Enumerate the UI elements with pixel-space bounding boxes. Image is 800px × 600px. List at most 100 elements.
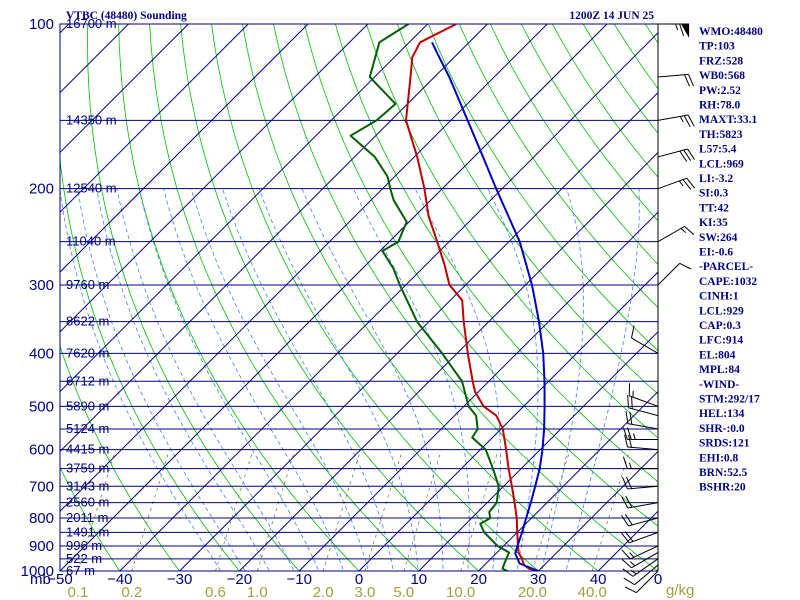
mixing-ratio-tick-label: 20.0 [518,584,547,600]
stability-index: CAPE:1032 [699,276,757,288]
wind-barb [628,383,659,407]
wind-barb [631,325,659,354]
isotherm-line [60,24,369,333]
height-label: 4415 m [66,442,109,457]
wind-barb [620,531,659,544]
height-label: 3143 m [66,478,109,493]
moist-adiabat-line [96,188,270,571]
mixing-ratio-line [364,449,403,571]
wind-barb [658,23,690,38]
mixing-ratio-tick-label: 3.0 [355,584,376,600]
pressure-tick-label: 100 [29,16,54,33]
temperature-tick-label: −40 [107,571,132,588]
stability-index: EHI:0.8 [699,452,739,464]
isotherm-line [60,24,309,273]
wind-barb [625,411,659,430]
pressure-tick-label: 900 [29,538,54,555]
moist-adiabat-line [414,188,501,571]
stability-index: TT:42 [699,202,729,214]
moist-adiabat-line [222,188,394,571]
stability-index: LI:-3.2 [699,173,733,185]
mixing-ratio-tick-label: 2.0 [313,584,334,600]
height-label: 3759 m [66,461,109,476]
isotherm-line [60,24,249,213]
wind-barb [657,177,696,190]
wind-barb [623,564,659,586]
height-label: 12540 m [66,181,117,196]
stability-index: SI:0.3 [699,188,728,200]
dewpoint-profile-line [349,24,511,571]
temperature-tick-label: −50 [47,571,72,588]
wind-barb [657,262,692,286]
mixing-ratio-tick-label: 40.0 [578,584,607,600]
wind-profile [620,23,696,594]
mixing-ratio-line [215,449,254,571]
isotherm-line [119,32,658,571]
pressure-tick-label: 300 [29,277,54,294]
mixing-ratio-line [591,449,631,571]
temperature-tick-label: 10 [410,571,427,588]
stability-index: STM:292/17 [699,394,760,406]
dry-adiabat-line [551,24,658,178]
wind-barb [624,434,659,451]
stability-index: RH:78.0 [699,100,740,112]
stability-index: FRZ:528 [699,55,743,67]
dry-adiabat-line [738,24,800,583]
isotherm-line [0,24,9,571]
isotherm-line [298,211,658,571]
stability-index: CINH:1 [699,291,739,303]
isotherms [0,24,658,571]
height-labels: 16700 m 14350 m 12540 m 11040 m 9760 m 8622 m… [66,16,117,578]
stability-index: WMO:48480 [699,26,763,38]
wind-barb [657,225,695,243]
dry-adiabat-line [87,24,300,571]
isotherm-line [60,24,608,571]
moist-adiabat-line [565,188,640,571]
dry-adiabat-line [366,24,658,439]
stability-index: MAXT:33.1 [699,114,757,126]
stability-index: WB0:568 [699,70,745,82]
height-label: 11040 m [66,234,116,249]
dry-adiabat-line [60,155,240,571]
pressure-tick-labels: 100 200 300 400 500 600 700 800 900 1000 [21,16,54,580]
stability-index: CAP:0.3 [699,320,741,332]
pressure-tick-label: 1000 [21,563,54,580]
height-label: 2560 m [66,495,109,510]
stability-index: LCL:969 [699,158,744,170]
height-label: 522 m [66,551,102,566]
height-label: 6712 m [66,373,109,388]
dry-adiabat-line [520,24,658,222]
stability-index: PW:2.52 [699,85,741,97]
moist-adiabats [60,188,640,571]
dry-adiabat-line [149,24,420,571]
stability-index: SW:264 [699,232,738,244]
pressure-tick-label: 200 [29,181,54,198]
stability-index: SHR-:0.0 [699,423,745,435]
moist-adiabat-line [487,188,539,571]
plot-frame [59,23,659,572]
moist-adiabat-line [541,188,584,571]
moist-adiabat-line [138,188,320,571]
stability-index: EI:-0.6 [699,247,733,259]
wind-barb [624,570,659,594]
dry-adiabat-line [458,24,658,309]
dry-adiabat-line [60,345,181,571]
dry-adiabat-line [118,24,360,571]
moist-adiabat-line [116,188,295,571]
moist-adiabat-line [353,188,470,571]
stability-index: SRDS:121 [699,438,750,450]
height-label: 9760 m [66,277,109,292]
stability-index: L57:5.4 [699,144,737,156]
height-label: 7620 m [66,345,109,360]
wind-barb [627,395,659,417]
temperature-tick-label: 30 [530,571,547,588]
isotherm-line [538,450,658,571]
height-label: 996 m [66,538,102,553]
temperature-tick-labels: −50 −40 −30 −20 −10 0 10 20 30 40 0 [47,571,662,588]
stability-index: EL:804 [699,349,736,361]
wind-barb [622,476,659,490]
stability-index: -PARCEL- [699,261,753,273]
stability-index: LFC:914 [699,335,743,347]
station-title: VTBC (48480) Sounding [66,10,187,22]
